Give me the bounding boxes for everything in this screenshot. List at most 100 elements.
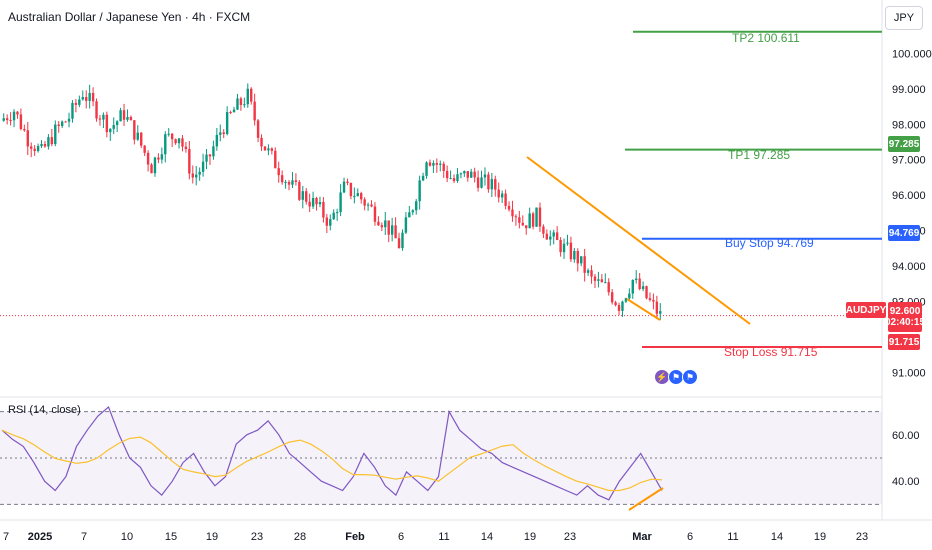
candle-body: [583, 256, 586, 273]
candle-body: [535, 207, 538, 227]
candle-body: [157, 157, 160, 160]
bar-countdown: 02:40:15: [884, 317, 926, 328]
candle-body: [628, 293, 631, 299]
y-tick-label: 99.000: [892, 84, 926, 96]
candle-body: [153, 157, 157, 174]
rsi-line: [1, 405, 663, 501]
candle-body: [146, 152, 150, 165]
candle-body: [549, 236, 552, 240]
candle-body: [655, 301, 659, 314]
x-tick-label: 19: [524, 531, 536, 543]
candle-body: [470, 171, 473, 178]
candle-body: [284, 181, 287, 183]
candle-body: [621, 301, 624, 311]
candle-body: [473, 171, 476, 178]
candle-body: [439, 163, 442, 165]
candle-body: [518, 217, 521, 223]
candle-body: [442, 163, 445, 171]
candle-body: [119, 110, 122, 122]
candle-body: [43, 144, 47, 147]
candle-body: [421, 175, 425, 181]
candle-body: [318, 202, 322, 205]
candle-body: [181, 138, 184, 147]
candle-body: [40, 144, 43, 147]
y-tick-label: 100.000: [892, 48, 932, 60]
y-tick-label: 96.000: [892, 190, 926, 202]
candle-body: [476, 177, 480, 188]
candle-body: [445, 170, 449, 179]
candle-body: [195, 174, 198, 178]
candle-body: [115, 121, 119, 126]
candle-body: [404, 217, 408, 233]
candle-body: [5, 118, 9, 120]
candle-body: [184, 146, 188, 149]
candle-body: [305, 191, 308, 202]
candle-body: [256, 120, 260, 138]
tp1-price-tag: 97.285: [888, 136, 920, 152]
candle-body: [81, 97, 84, 100]
candle-body: [576, 250, 579, 264]
candle-body: [54, 124, 57, 145]
candle-body: [109, 128, 112, 133]
candle-body: [349, 182, 353, 197]
candle-body: [287, 181, 291, 185]
candle-body: [356, 193, 359, 197]
event-markers[interactable]: ⚡ ⚑ ⚑: [654, 369, 698, 385]
x-tick-label: 6: [398, 531, 404, 543]
candle-body: [483, 174, 487, 178]
candle-body: [415, 201, 418, 211]
candle-body: [370, 204, 373, 207]
candle-body: [126, 117, 129, 120]
candle-body: [514, 216, 518, 218]
rsi-divergence-line: [628, 487, 664, 511]
x-tick-label: 14: [481, 531, 493, 543]
tp2-label: TP2 100.611: [732, 31, 800, 45]
candle-body: [212, 146, 215, 157]
candle-body: [274, 150, 277, 169]
candle-body: [270, 148, 274, 151]
candle-body: [201, 161, 205, 172]
candle-body: [586, 270, 590, 273]
candle-body: [511, 209, 514, 217]
candle-body: [363, 199, 366, 206]
candle-body: [380, 225, 384, 228]
candle-body: [47, 137, 50, 147]
candle-body: [143, 145, 146, 153]
y-tick-label: 98.000: [892, 119, 926, 131]
candle-body: [573, 250, 576, 260]
upper-trendline: [526, 156, 751, 325]
current-price: 92.600: [889, 306, 921, 317]
candle-body: [215, 134, 219, 147]
candle-body: [67, 118, 71, 122]
candle-body: [315, 197, 318, 205]
candle-body: [30, 146, 33, 149]
x-tick-label: Feb: [345, 531, 365, 543]
x-tick-label: 28: [294, 531, 306, 543]
candle-body: [569, 242, 573, 260]
candle-body: [394, 225, 397, 239]
candle-body: [329, 219, 332, 226]
currency-selector[interactable]: JPY: [885, 6, 923, 30]
candle-body: [91, 92, 95, 102]
candle-body: [112, 125, 115, 129]
candle-body: [33, 148, 36, 152]
candle-body: [617, 305, 621, 311]
flag-icon[interactable]: ⚑: [682, 369, 698, 385]
y-tick-label: 91.000: [892, 367, 926, 379]
candle-body: [250, 88, 253, 102]
x-tick-label: 7: [3, 531, 9, 543]
candle-body: [50, 137, 54, 145]
candle-body: [480, 177, 483, 188]
candle-body: [188, 148, 191, 174]
candle-body: [428, 162, 432, 166]
candle-body: [174, 139, 177, 144]
lower-trendline: [626, 298, 661, 321]
candle-body: [652, 299, 655, 302]
candle-body: [559, 240, 562, 253]
candle-body: [528, 213, 531, 229]
candle-body: [26, 130, 29, 147]
candle-body: [267, 148, 270, 151]
candle-body: [525, 225, 528, 229]
x-tick-label: 23: [856, 531, 868, 543]
